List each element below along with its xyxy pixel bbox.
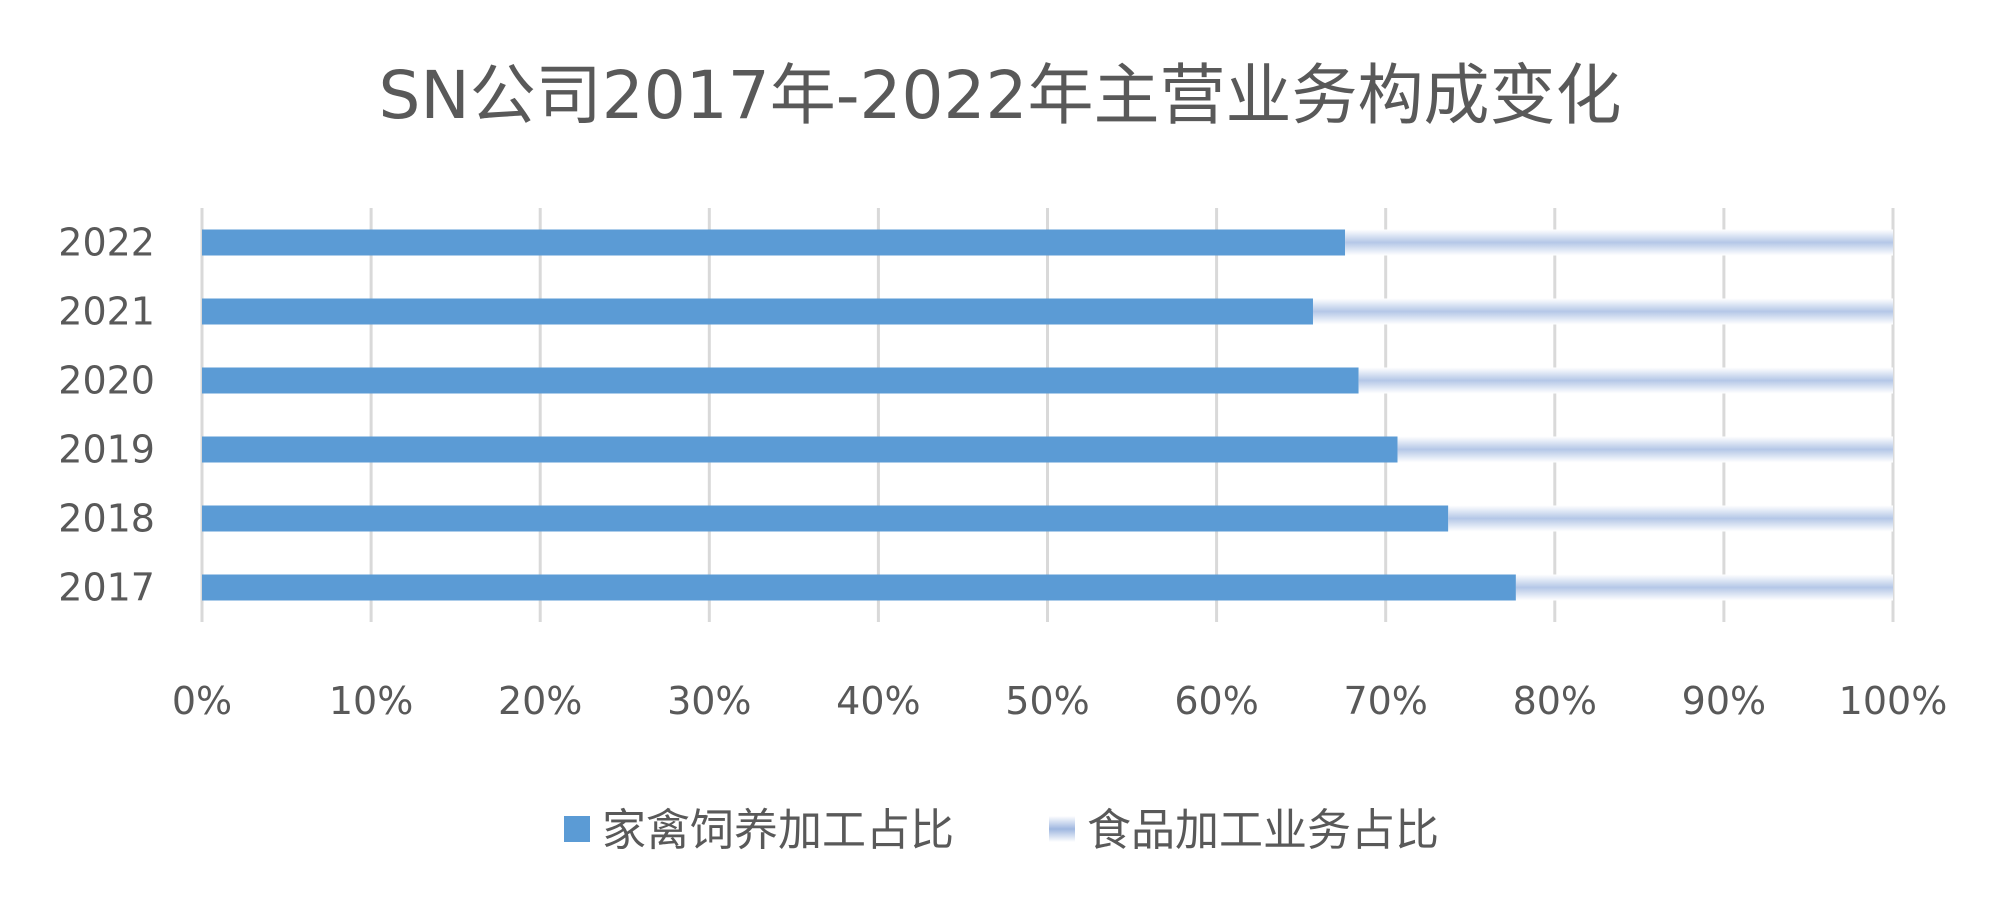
bar-poultry-2017 bbox=[202, 574, 1516, 601]
x-tick-label: 30% bbox=[667, 679, 751, 723]
bar-food-2019 bbox=[1397, 436, 1893, 463]
bar-food-2018 bbox=[1448, 505, 1893, 532]
x-tick-label: 40% bbox=[836, 679, 920, 723]
chart-title: SN公司2017年-2022年主营业务构成变化 bbox=[378, 57, 1621, 134]
bar-food-2022 bbox=[1345, 229, 1893, 256]
legend-swatch bbox=[564, 816, 590, 842]
bar-poultry-2022 bbox=[202, 229, 1346, 256]
legend-swatch bbox=[1049, 816, 1075, 842]
y-tick-label: 2017 bbox=[58, 566, 155, 610]
bar-poultry-2020 bbox=[202, 367, 1359, 394]
y-tick-label: 2019 bbox=[58, 428, 155, 472]
x-tick-label: 0% bbox=[172, 679, 232, 723]
x-tick-label: 10% bbox=[329, 679, 413, 723]
bar-poultry-2021 bbox=[202, 298, 1313, 325]
bar-food-2020 bbox=[1358, 367, 1893, 394]
y-tick-label: 2021 bbox=[58, 290, 155, 334]
x-tick-label: 60% bbox=[1174, 679, 1258, 723]
y-axis-labels: 2017 2018 2019 2020 2021 2022 bbox=[58, 221, 155, 610]
x-tick-label: 70% bbox=[1343, 679, 1427, 723]
y-tick-label: 2020 bbox=[58, 359, 155, 403]
x-tick-label: 90% bbox=[1682, 679, 1766, 723]
bar-poultry-2019 bbox=[202, 436, 1398, 463]
x-axis-labels: 0% 10% 20% 30% 40% 50% 60% 70% 80% 90% 100% bbox=[172, 679, 1947, 723]
x-tick-label: 100% bbox=[1839, 679, 1948, 723]
gridlines bbox=[200, 208, 1895, 622]
legend-label: 家禽饲养加工占比 bbox=[602, 805, 954, 856]
legend-label: 食品加工业务占比 bbox=[1087, 805, 1439, 856]
x-tick-label: 20% bbox=[498, 679, 582, 723]
x-tick-label: 80% bbox=[1513, 679, 1597, 723]
y-tick-label: 2022 bbox=[58, 221, 155, 265]
bars bbox=[202, 229, 1893, 601]
legend: 家禽饲养加工占比 食品加工业务占比 bbox=[564, 805, 1439, 856]
x-tick-label: 50% bbox=[1005, 679, 1089, 723]
y-tick-label: 2018 bbox=[58, 497, 155, 541]
bar-poultry-2018 bbox=[202, 505, 1449, 532]
bar-food-2021 bbox=[1312, 298, 1893, 325]
bar-food-2017 bbox=[1515, 574, 1893, 601]
